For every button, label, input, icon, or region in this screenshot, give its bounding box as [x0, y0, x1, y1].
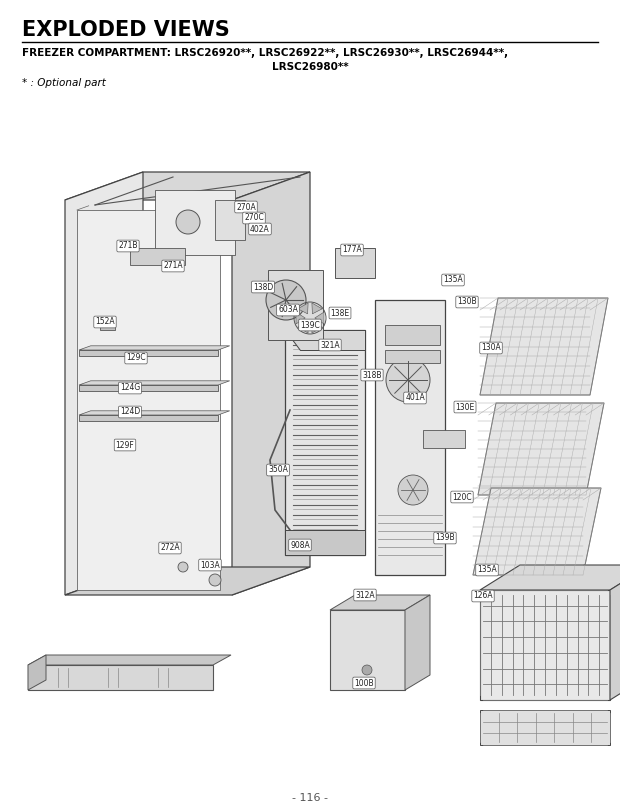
Text: 402A: 402A	[250, 225, 270, 234]
Circle shape	[176, 210, 200, 234]
Polygon shape	[480, 590, 610, 700]
Text: FREEZER COMPARTMENT: LRSC26920**, LRSC26922**, LRSC26930**, LRSC26944**,: FREEZER COMPARTMENT: LRSC26920**, LRSC26…	[22, 48, 508, 58]
Polygon shape	[375, 300, 445, 575]
Polygon shape	[285, 330, 365, 350]
Text: 152A: 152A	[95, 318, 115, 326]
Polygon shape	[79, 415, 218, 421]
Text: 272A: 272A	[160, 544, 180, 553]
Polygon shape	[285, 530, 365, 555]
Text: 103A: 103A	[200, 561, 220, 570]
Polygon shape	[285, 330, 365, 555]
Circle shape	[209, 574, 221, 586]
Text: LRSC26980**: LRSC26980**	[272, 62, 348, 72]
Polygon shape	[296, 312, 305, 324]
Polygon shape	[312, 303, 322, 314]
Text: 126A: 126A	[473, 591, 493, 600]
Text: 135A: 135A	[477, 566, 497, 574]
Polygon shape	[215, 200, 245, 240]
Text: 129F: 129F	[115, 440, 135, 449]
Polygon shape	[473, 488, 601, 575]
Text: 401A: 401A	[405, 393, 425, 402]
Polygon shape	[385, 325, 440, 345]
Text: 139B: 139B	[435, 533, 455, 542]
Polygon shape	[610, 565, 620, 700]
Polygon shape	[480, 298, 608, 395]
Text: 908A: 908A	[290, 541, 310, 549]
Circle shape	[178, 562, 188, 572]
Text: 138D: 138D	[253, 283, 273, 292]
Text: 177A: 177A	[342, 246, 362, 255]
Polygon shape	[330, 595, 430, 610]
Polygon shape	[232, 172, 310, 595]
Polygon shape	[385, 350, 440, 363]
Circle shape	[362, 665, 372, 675]
Polygon shape	[330, 610, 405, 690]
Text: 603A: 603A	[278, 305, 298, 314]
Text: 138E: 138E	[330, 309, 350, 318]
Text: 100B: 100B	[354, 679, 374, 688]
Text: 130A: 130A	[481, 343, 501, 352]
Text: 135A: 135A	[443, 276, 463, 284]
Text: 318B: 318B	[362, 371, 382, 380]
Polygon shape	[155, 190, 235, 255]
Polygon shape	[298, 303, 308, 314]
Circle shape	[386, 358, 430, 402]
Polygon shape	[65, 172, 310, 200]
Text: * : Optional part: * : Optional part	[22, 78, 106, 88]
Polygon shape	[65, 567, 310, 595]
Text: 120C: 120C	[452, 493, 472, 502]
Polygon shape	[77, 210, 220, 590]
Polygon shape	[298, 322, 308, 333]
Text: 130B: 130B	[457, 297, 477, 306]
Text: 271B: 271B	[118, 242, 138, 250]
Text: 270C: 270C	[244, 213, 264, 222]
Text: 139C: 139C	[300, 321, 320, 330]
Polygon shape	[79, 410, 229, 415]
Text: - 116 -: - 116 -	[292, 793, 328, 803]
Polygon shape	[312, 322, 322, 333]
Polygon shape	[79, 381, 229, 385]
Text: 129C: 129C	[126, 354, 146, 363]
Text: 321A: 321A	[320, 340, 340, 350]
Polygon shape	[405, 595, 430, 690]
Polygon shape	[65, 172, 143, 595]
Polygon shape	[480, 565, 620, 590]
Text: 124G: 124G	[120, 384, 140, 393]
Polygon shape	[79, 350, 218, 356]
Polygon shape	[79, 346, 229, 350]
Polygon shape	[79, 385, 218, 391]
Polygon shape	[315, 312, 324, 324]
Polygon shape	[423, 430, 465, 448]
Polygon shape	[28, 655, 231, 665]
Polygon shape	[478, 403, 604, 495]
Text: 312A: 312A	[355, 591, 375, 600]
Polygon shape	[28, 665, 213, 690]
Text: 350A: 350A	[268, 465, 288, 474]
Polygon shape	[28, 655, 46, 690]
Text: 270A: 270A	[236, 203, 256, 212]
Circle shape	[398, 475, 428, 505]
Polygon shape	[268, 270, 323, 340]
Text: 130E: 130E	[455, 402, 475, 411]
Text: EXPLODED VIEWS: EXPLODED VIEWS	[22, 20, 230, 40]
Polygon shape	[335, 248, 375, 278]
Circle shape	[266, 280, 306, 320]
Text: 271A: 271A	[163, 262, 183, 271]
Polygon shape	[130, 248, 185, 265]
Text: 124D: 124D	[120, 407, 140, 416]
Polygon shape	[100, 318, 115, 330]
Polygon shape	[480, 710, 610, 745]
